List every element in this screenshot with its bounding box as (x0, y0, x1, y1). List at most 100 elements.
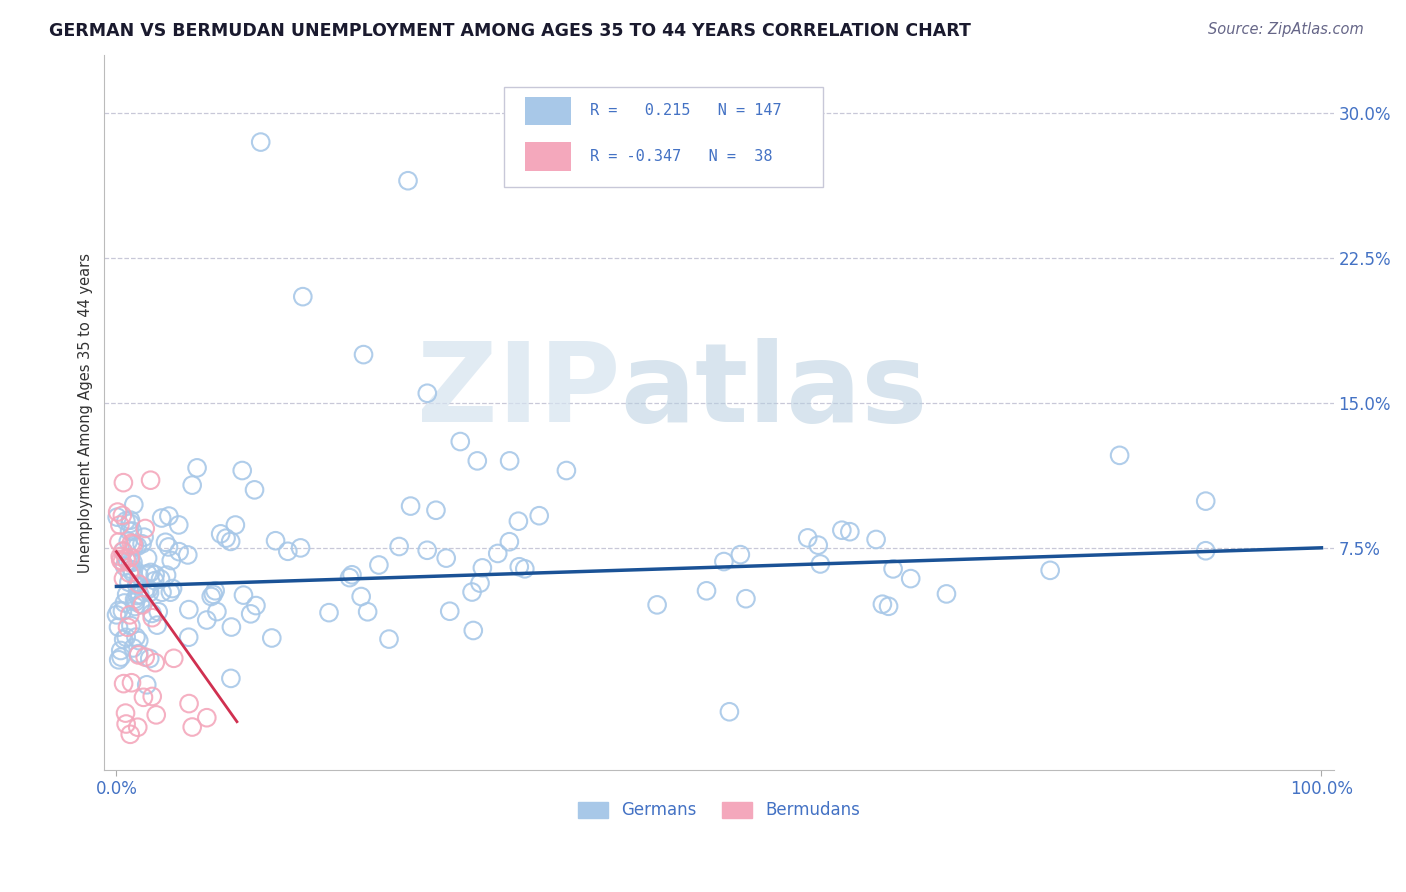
Text: atlas: atlas (620, 338, 928, 444)
Point (108, 518, 131, 533)
Point (245, 599, 267, 613)
Point (155, 535, 177, 549)
Point (136, 551, 159, 566)
Point (200, 590, 222, 604)
Point (838, 524, 860, 539)
Point (127, 648, 149, 662)
Point (141, 690, 163, 704)
Point (155, 568, 177, 582)
Point (115, 630, 138, 644)
Point (425, 503, 447, 517)
Point (735, 591, 758, 606)
Point (730, 548, 752, 562)
Point (291, 290, 314, 304)
Point (110, 549, 132, 564)
Point (807, 538, 830, 552)
Point (339, 571, 361, 585)
Point (356, 605, 378, 619)
Point (127, 589, 149, 603)
Point (167, 517, 190, 532)
Point (124, 538, 146, 552)
Legend: Germans, Bermudans: Germans, Bermudans (571, 795, 866, 826)
Point (645, 598, 668, 612)
Point (121, 675, 143, 690)
Point (112, 632, 135, 647)
Point (160, 553, 183, 567)
Point (120, 536, 142, 550)
Point (112, 572, 135, 586)
FancyBboxPatch shape (524, 96, 571, 125)
Point (111, 604, 134, 618)
Point (181, 478, 204, 492)
Point (260, 631, 283, 645)
Point (713, 555, 735, 569)
Point (461, 585, 484, 599)
Point (205, 605, 228, 619)
Point (796, 531, 818, 545)
Point (157, 540, 180, 554)
Point (131, 598, 153, 612)
Point (219, 672, 242, 686)
Y-axis label: Unemployment Among Ages 35 to 44 years: Unemployment Among Ages 35 to 44 years (79, 252, 93, 573)
Point (232, 588, 254, 602)
Point (167, 544, 190, 558)
Point (135, 678, 157, 692)
Point (221, 620, 243, 634)
Point (449, 434, 471, 449)
Point (865, 533, 887, 547)
Point (143, 656, 166, 670)
Point (108, 603, 131, 617)
Point (149, 572, 172, 586)
Point (121, 524, 143, 538)
Point (527, 508, 550, 523)
Point (224, 518, 246, 533)
Text: ZIP: ZIP (418, 338, 620, 444)
Point (122, 640, 145, 655)
Point (186, 461, 208, 475)
Point (115, 717, 138, 731)
Point (127, 720, 149, 734)
Point (110, 553, 132, 567)
Point (139, 473, 162, 487)
Point (808, 557, 831, 571)
Point (107, 620, 129, 634)
Point (1039, 563, 1062, 577)
Point (135, 581, 157, 595)
Point (195, 711, 218, 725)
Point (138, 582, 160, 596)
Point (131, 537, 153, 551)
Point (416, 386, 439, 401)
Point (124, 599, 146, 614)
Text: Source: ZipAtlas.com: Source: ZipAtlas.com (1208, 22, 1364, 37)
Point (177, 602, 200, 616)
Point (110, 643, 132, 657)
Point (555, 464, 578, 478)
Point (136, 566, 159, 581)
Point (264, 533, 287, 548)
Point (215, 531, 238, 545)
Point (128, 568, 150, 582)
Point (139, 651, 162, 665)
Point (120, 555, 142, 569)
Point (141, 610, 163, 624)
Point (204, 583, 226, 598)
Point (353, 348, 375, 362)
Point (177, 697, 200, 711)
Point (468, 576, 491, 591)
Point (202, 587, 225, 601)
Point (112, 596, 135, 610)
Point (243, 483, 266, 497)
Point (114, 559, 136, 574)
Point (143, 574, 166, 588)
Point (118, 575, 141, 590)
Point (159, 585, 181, 599)
Point (249, 135, 271, 149)
Point (122, 555, 145, 569)
Point (1195, 543, 1218, 558)
Point (508, 559, 530, 574)
Point (163, 651, 186, 665)
Point (498, 534, 520, 549)
Point (120, 516, 142, 531)
Point (122, 498, 145, 512)
Point (132, 690, 155, 705)
